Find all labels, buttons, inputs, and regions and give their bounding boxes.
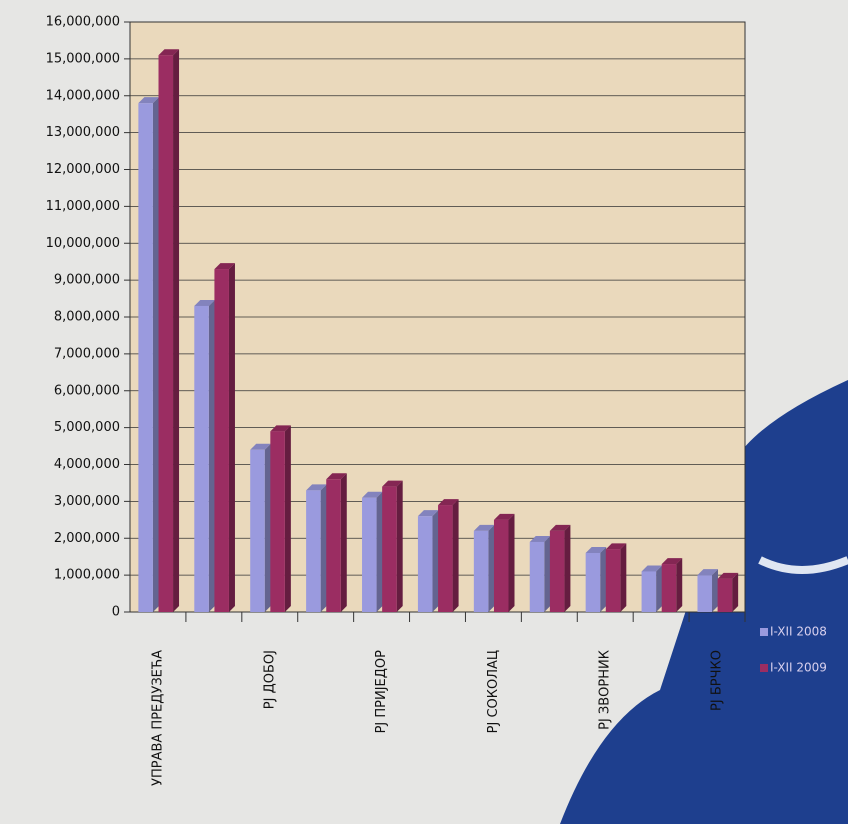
x-tick-label: PJ БРЧКО — [710, 650, 725, 711]
bar-side — [600, 547, 607, 612]
bar — [270, 431, 285, 612]
bar — [138, 103, 153, 612]
bar-side — [656, 565, 663, 612]
bar — [493, 519, 509, 612]
bar-top — [306, 484, 327, 491]
bar — [717, 578, 733, 612]
bar-side — [432, 510, 439, 612]
y-tick-label: 11,000,000 — [46, 199, 120, 214]
y-tick-label: 4,000,000 — [54, 457, 120, 472]
y-tick-label: 6,000,000 — [54, 383, 120, 398]
y-tick-label: 3,000,000 — [54, 494, 120, 509]
bar — [194, 305, 209, 612]
bar — [306, 490, 321, 612]
bar-top — [158, 49, 180, 56]
bar — [549, 530, 565, 612]
bar-top — [382, 480, 403, 487]
bar-top — [473, 524, 495, 531]
bar-top — [529, 535, 551, 542]
y-tick-label: 12,000,000 — [46, 162, 120, 177]
x-tick-label: PJ СОКОЛАЦ — [486, 650, 501, 733]
bar-top — [661, 558, 683, 565]
legend-label: I-XII 2008 — [770, 625, 827, 639]
bar-side — [376, 491, 383, 612]
bar — [605, 549, 621, 612]
bar-top — [270, 425, 291, 432]
bar-top — [717, 572, 739, 579]
bar — [529, 541, 545, 612]
x-tick-label: PJ ЗВОРНИК — [598, 650, 613, 730]
x-tick-label: PJ ПРИЈЕДОР — [374, 650, 389, 734]
bar-top — [605, 543, 627, 550]
y-tick-label: 2,000,000 — [54, 531, 120, 546]
bar-side — [620, 543, 627, 612]
bar-side — [152, 97, 159, 612]
bar-side — [452, 499, 459, 612]
bar — [697, 575, 713, 612]
y-tick-label: 7,000,000 — [54, 346, 120, 361]
bar — [438, 505, 453, 612]
bar-side — [284, 425, 291, 612]
bar — [641, 571, 657, 612]
legend-label: I-XII 2009 — [770, 661, 827, 675]
bar — [362, 497, 377, 612]
bar-top — [493, 513, 515, 520]
bar — [326, 479, 341, 612]
y-tick-label: 15,000,000 — [46, 51, 120, 66]
y-tick-label: 13,000,000 — [46, 125, 120, 140]
legend-swatch — [760, 628, 768, 636]
bar-top — [549, 524, 571, 531]
bar-top — [641, 565, 663, 572]
bar-top — [214, 263, 235, 270]
bar-side — [340, 473, 347, 612]
bar-side — [488, 524, 495, 612]
bar-top — [438, 499, 459, 506]
y-tick-label: 5,000,000 — [54, 420, 120, 435]
bar-side — [208, 299, 215, 612]
bar-side — [228, 263, 235, 612]
bar-top — [417, 510, 439, 517]
bar-side — [544, 535, 551, 612]
bar — [214, 269, 229, 612]
y-tick-label: 1,000,000 — [54, 568, 120, 583]
bar-side — [712, 569, 719, 612]
bar — [382, 486, 397, 612]
y-tick-label: 8,000,000 — [54, 310, 120, 325]
bar-side — [320, 484, 327, 612]
bar-top — [250, 443, 271, 450]
bar — [661, 564, 677, 612]
y-tick-label: 10,000,000 — [46, 236, 120, 251]
bar — [158, 55, 174, 612]
decorative-stripe — [758, 556, 848, 574]
x-tick-label: PJ ДОБОЈ — [262, 650, 277, 709]
bar-top — [585, 547, 607, 553]
legend-swatch — [760, 664, 768, 672]
bar-side — [732, 572, 739, 612]
bar-side — [676, 558, 683, 612]
bar-side — [564, 524, 571, 612]
y-tick-label: 0 — [112, 605, 120, 620]
bar-top — [362, 491, 383, 498]
bar — [417, 516, 433, 612]
y-tick-label: 16,000,000 — [46, 15, 120, 30]
y-tick-label: 14,000,000 — [46, 88, 120, 103]
y-tick-label: 9,000,000 — [54, 273, 120, 288]
bar-top — [697, 569, 719, 576]
bar-top — [138, 97, 159, 104]
bar-top — [194, 299, 215, 306]
bar — [585, 553, 601, 612]
bar — [250, 449, 265, 612]
bar-side — [508, 513, 515, 612]
bar-side — [396, 480, 403, 612]
bar-side — [173, 49, 180, 612]
x-tick-label: УПРАВА ПРЕДУЗЕЋА — [150, 650, 165, 786]
bar-side — [264, 443, 271, 612]
bar — [473, 530, 489, 612]
bar-top — [326, 473, 347, 480]
